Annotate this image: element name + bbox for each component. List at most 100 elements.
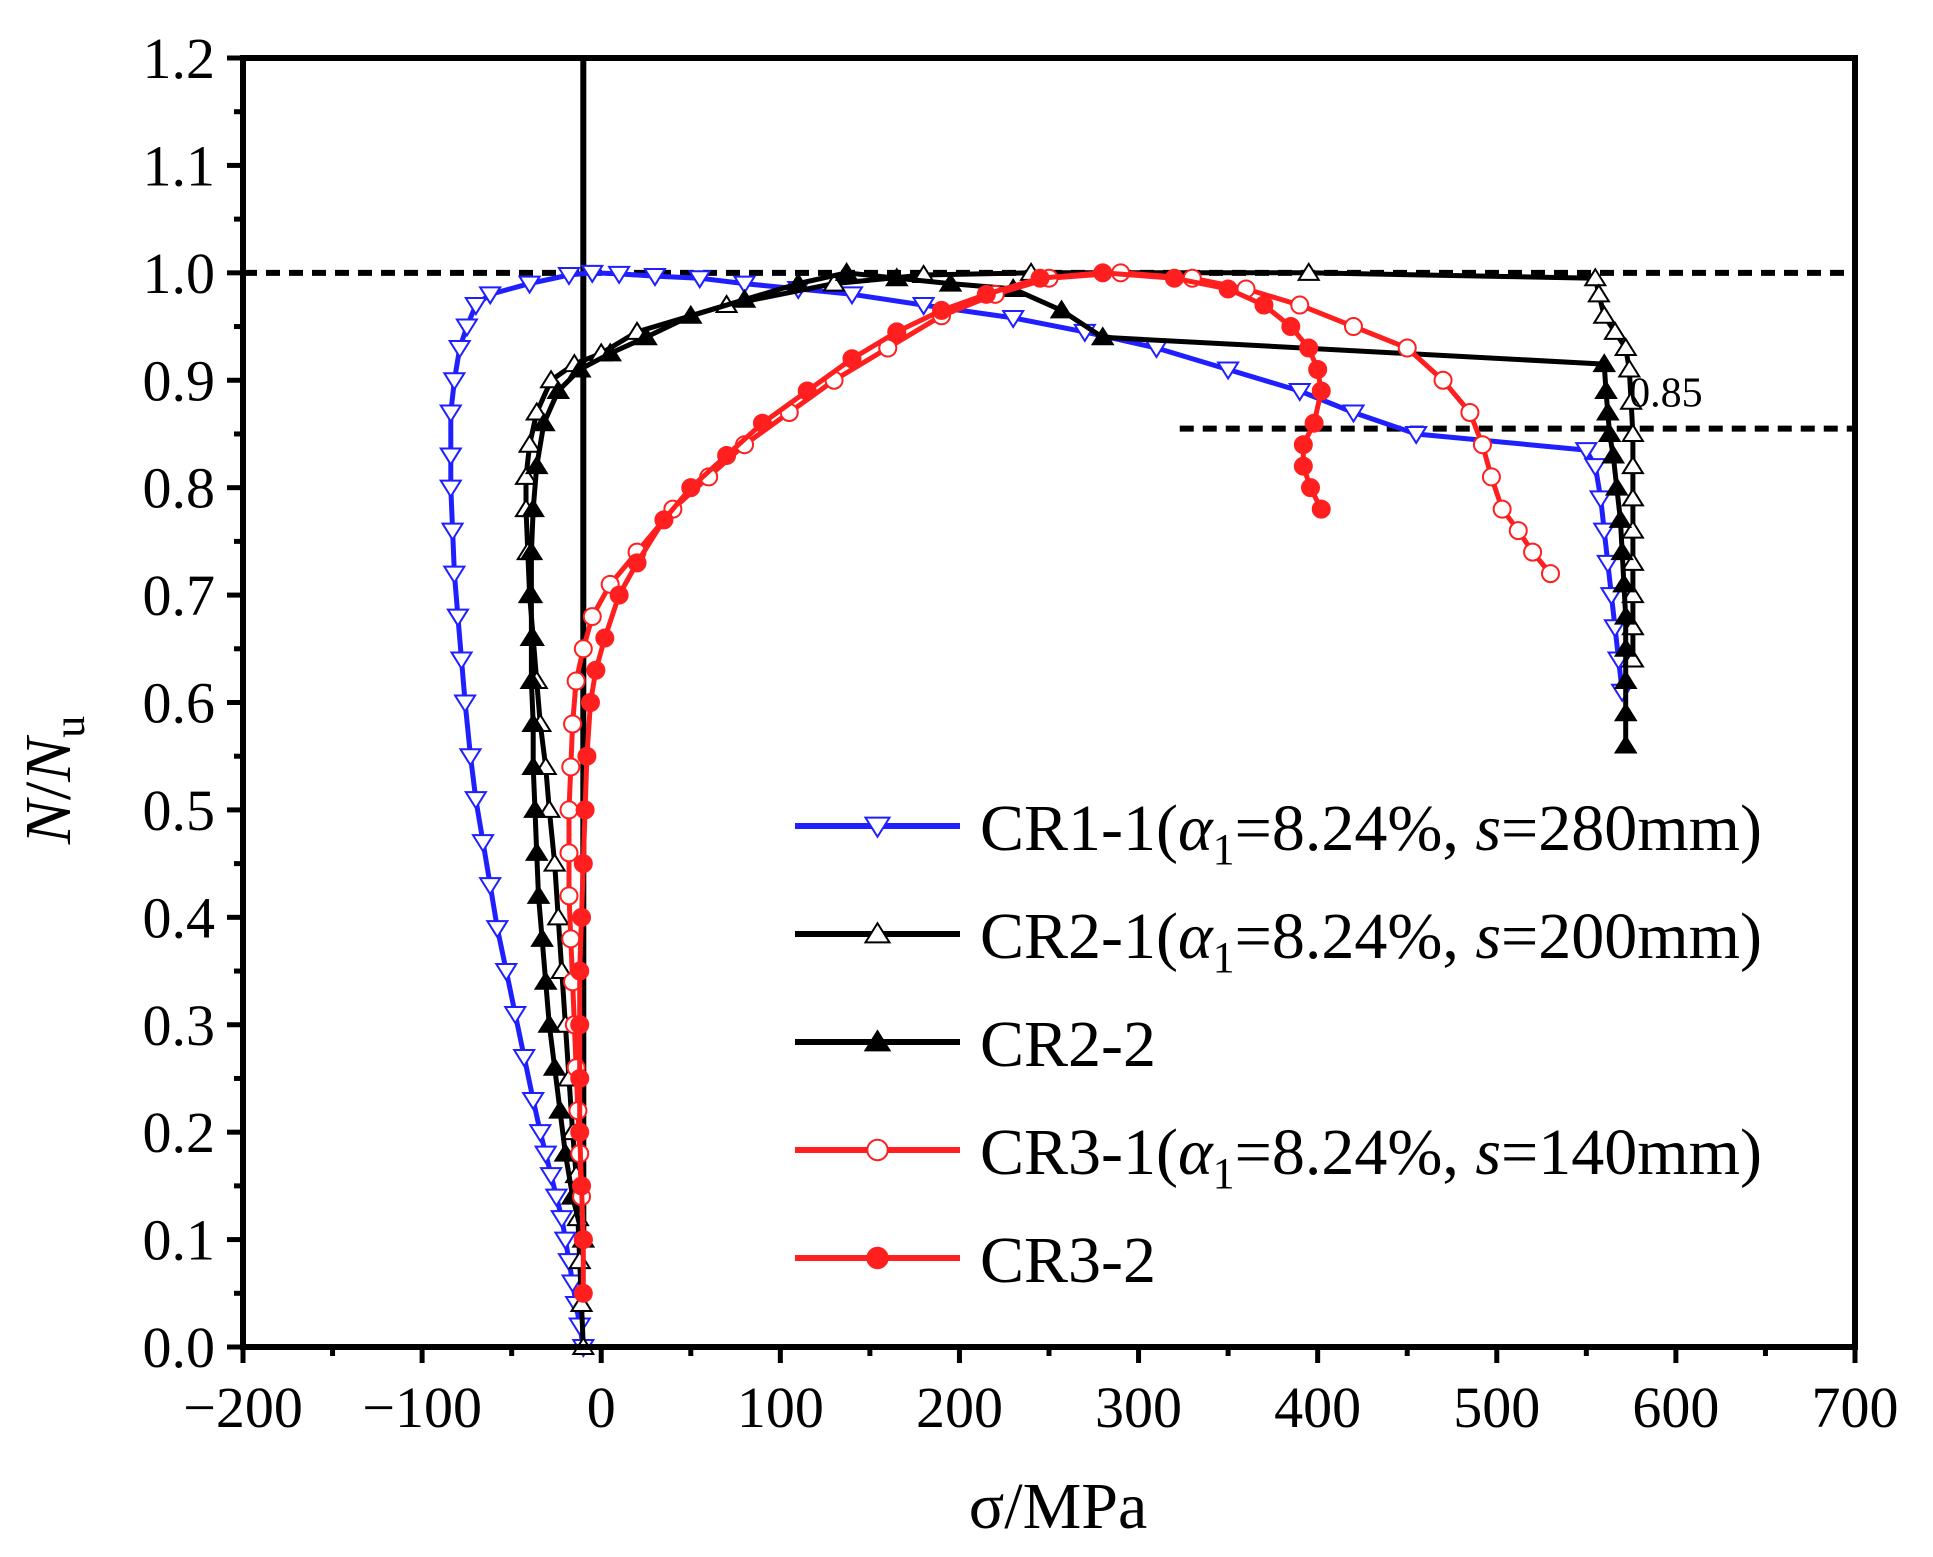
data-point-CR3-2 (654, 510, 674, 530)
data-point-CR3-1 (563, 714, 583, 734)
y-tick-label: 0.9 (143, 348, 216, 413)
data-point-CR1-1 (544, 1188, 569, 1208)
data-point-CR2-1 (1619, 390, 1643, 410)
data-point-CR3-2 (1311, 499, 1331, 519)
data-point-CR2-2 (524, 841, 549, 861)
data-point-CR2-2 (834, 261, 859, 281)
data-point-CR3-2 (595, 628, 615, 648)
data-point-CR1-1 (440, 522, 465, 542)
data-point-CR3-1 (582, 607, 602, 627)
data-point-CR1-1 (442, 565, 467, 585)
data-point-CR2-1 (1592, 304, 1617, 324)
data-point-CR1-1 (1216, 361, 1240, 381)
legend-label: CR2-1(α1=8.24%, s=200mm) (980, 900, 1762, 982)
legend-item-CR3-1: CR3-1(α1=8.24%, s=140mm) (795, 1116, 1762, 1198)
data-point-CR3-2 (586, 660, 606, 680)
data-point-CR2-2 (1613, 670, 1638, 690)
data-point-CR2-1 (542, 852, 567, 872)
x-tick-label: 200 (916, 1375, 1003, 1440)
data-point-CR1-1 (512, 1048, 537, 1068)
data-point-CR3-2 (1281, 317, 1301, 337)
data-point-CR3-2 (570, 1122, 590, 1142)
legend-marker (866, 1138, 889, 1162)
data-point-CR3-1 (1523, 542, 1543, 562)
data-point-CR3-1 (566, 671, 586, 691)
legend-marker (863, 921, 892, 944)
legend-label: CR3-2 (980, 1224, 1156, 1297)
y-tick-label: 0.7 (143, 563, 216, 628)
data-point-CR1-1 (447, 340, 472, 359)
data-point-CR3-2 (575, 800, 595, 820)
data-point-CR1-1 (840, 286, 864, 306)
data-point-CR2-2 (521, 756, 545, 775)
series-CR3-2 (570, 263, 1331, 1303)
y-tick-label: 0.1 (143, 1208, 216, 1273)
data-point-CR2-2 (884, 267, 909, 287)
data-point-CR2-2 (1610, 541, 1634, 561)
data-point-CR3-1 (559, 843, 579, 863)
y-tick-label: 0.8 (143, 456, 216, 521)
data-point-CR3-1 (1343, 317, 1363, 337)
data-point-CR1-1 (1583, 458, 1608, 478)
data-point-CR3-2 (681, 478, 701, 498)
y-tick-label: 0.0 (143, 1315, 216, 1380)
data-point-CR3-2 (570, 1068, 590, 1088)
data-point-CR2-1 (546, 906, 571, 926)
data-point-CR3-1 (559, 886, 579, 906)
y-tick-label: 0.3 (143, 993, 216, 1058)
data-point-CR2-2 (1596, 401, 1620, 421)
data-point-CR2-2 (542, 1056, 567, 1076)
data-point-CR1-1 (517, 275, 542, 295)
data-point-CR3-2 (1311, 381, 1331, 401)
svg-text:N/Nu: N/Nu (12, 716, 94, 845)
data-point-CR2-2 (1612, 573, 1636, 593)
data-point-CR1-1 (458, 748, 483, 768)
x-tick-label: −200 (183, 1375, 303, 1440)
data-point-CR1-1 (1341, 404, 1366, 424)
data-point-CR2-2 (1608, 509, 1633, 528)
data-point-CR3-2 (580, 693, 600, 712)
data-point-CR3-2 (976, 284, 996, 304)
data-point-CR3-2 (1164, 268, 1184, 288)
data-point-CR2-2 (533, 970, 558, 990)
data-point-CR2-1 (1621, 423, 1645, 442)
data-point-CR2-2 (678, 304, 703, 324)
data-point-CR1-1 (485, 920, 510, 939)
data-point-CR1-1 (455, 318, 479, 338)
data-point-CR1-1 (521, 1091, 545, 1111)
data-point-CR2-1 (539, 369, 563, 389)
x-tick-label: 400 (1274, 1375, 1361, 1440)
x-tick-label: 300 (1095, 1375, 1182, 1440)
y-tick-label: 0.4 (143, 885, 216, 950)
data-point-CR3-2 (577, 746, 597, 766)
data-point-CR1-1 (643, 268, 667, 287)
data-point-CR2-1 (1617, 358, 1642, 378)
data-point-CR2-1 (550, 960, 574, 980)
data-point-CR1-1 (911, 297, 936, 316)
data-point-CR1-1 (550, 1210, 574, 1229)
x-tick-label: 600 (1632, 1375, 1719, 1440)
data-point-CR3-1 (1472, 435, 1492, 455)
y-tick-label: 0.6 (143, 671, 216, 736)
data-point-CR3-2 (1254, 295, 1274, 315)
data-point-CR2-2 (519, 584, 544, 604)
data-point-CR1-1 (1001, 309, 1025, 329)
data-point-CR1-1 (560, 1274, 585, 1294)
data-point-CR3-2 (797, 381, 817, 401)
data-point-CR1-1 (533, 1145, 558, 1165)
series-layer (438, 261, 1645, 1358)
legend-item-CR2-2: CR2-2 (795, 1008, 1156, 1081)
data-point-CR3-2 (1293, 456, 1313, 476)
data-point-CR1-1 (478, 286, 502, 306)
data-point-CR2-2 (537, 1013, 562, 1033)
data-point-CR3-2 (752, 413, 772, 433)
data-point-CR1-1 (687, 270, 712, 290)
data-point-CR2-2 (598, 342, 622, 362)
data-point-CR3-1 (1508, 521, 1528, 541)
y-tick-label: 1.2 (143, 26, 216, 91)
data-point-CR3-2 (1030, 268, 1050, 288)
x-tick-label: 500 (1453, 1375, 1540, 1440)
data-point-CR2-2 (546, 380, 571, 399)
